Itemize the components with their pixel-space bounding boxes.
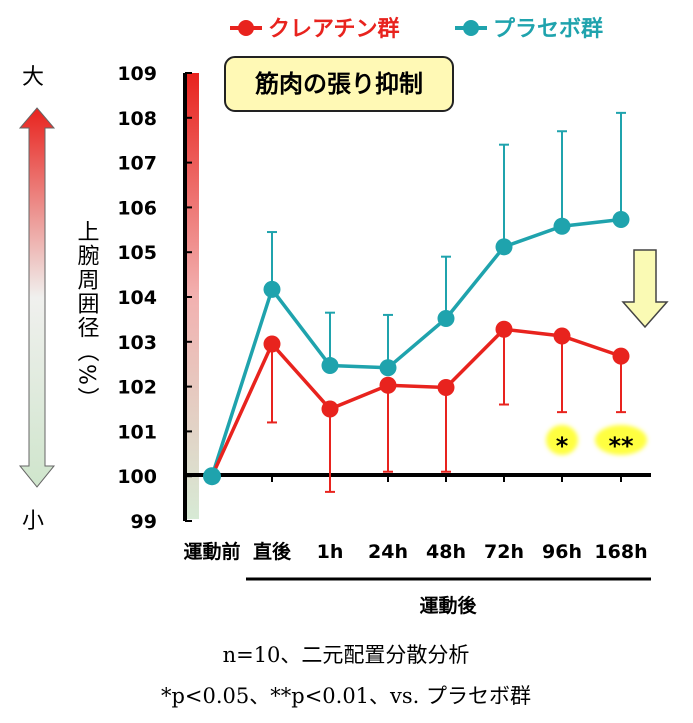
note-stats: n=10、二元配置分散分析 [223,643,470,667]
y-tick-label: 105 [117,242,157,264]
data-point-placebo [321,357,339,375]
y-tick-label: 104 [117,287,157,309]
chart-title-bg [224,56,454,112]
legend-label-creatine: クレアチン群 [268,16,400,42]
data-point-creatine [263,335,281,353]
chart-title-box: 筋肉の張り抑制 [224,56,454,112]
legend-label-placebo: プラセボ群 [493,16,603,42]
x-tick-label: 24h [368,541,408,563]
data-point-baseline [203,467,221,486]
y-tick-label: 102 [117,377,157,399]
data-point-placebo [437,310,455,328]
legend: クレアチン群 プラセボ群 [230,16,603,42]
y-tick-label: 106 [117,197,157,219]
y-tick-label: 103 [117,332,157,354]
legend-item-creatine: クレアチン群 [230,16,400,42]
data-point-placebo [379,359,397,377]
legend-marker-placebo [463,20,479,36]
significance-highlight [546,425,578,455]
data-point-placebo [553,217,571,235]
y-tick-label: 109 [117,63,157,85]
x-tick-label: 96h [542,541,582,563]
x-tick-label: 直後 [253,540,292,563]
significance-mark: * [556,432,569,460]
data-point-creatine [321,400,339,418]
legend-marker-creatine [238,20,254,36]
y-tick-label: 99 [131,511,157,533]
y-tick-label: 107 [117,153,157,175]
y-tick-label: 108 [117,108,157,130]
data-point-creatine [553,327,571,345]
data-point-creatine [437,378,455,396]
x-tick-label: 168h [594,541,647,563]
significance-highlight [595,425,647,455]
x-tick-label: 運動前 [183,540,240,563]
y-tick-label: 101 [117,421,157,443]
x-tick-label: 1h [317,541,344,563]
data-point-creatine [379,376,397,394]
data-point-placebo [495,238,513,256]
series-layer [203,111,630,493]
significance-marks: * ** [546,425,647,460]
data-point-placebo [263,280,281,298]
size-scale-bottom-label: 小 [22,509,44,534]
x-tick-label: 48h [426,541,466,563]
data-point-creatine [495,320,513,338]
note-significance: *p<0.05、**p<0.01、vs. プラセボ群 [161,684,531,708]
x-ticks: 運動前 直後 1h 24h 48h 72h 96h 168h [183,475,648,563]
y-tick-label: 100 [117,466,157,488]
data-point-placebo [612,210,630,228]
y-ticks: 109 108 107 106 105 104 103 102 101 100 99 [117,63,192,533]
y-axis-label: 上腕周囲径（%） [74,220,100,411]
x-tick-label: 72h [484,541,524,563]
size-scale: 大 小 [18,65,56,534]
size-scale-top-label: 大 [22,65,44,90]
series-line-creatine [210,327,622,477]
significance-mark: ** [608,432,634,460]
chart-title: 筋肉の張り抑制 [254,70,423,98]
legend-item-placebo: プラセボ群 [455,16,603,42]
decrease-arrow [621,249,669,329]
size-scale-arrow [18,107,56,488]
data-point-creatine [612,347,630,365]
series-line-placebo [210,217,622,477]
post-exercise-label: 運動後 [419,594,477,617]
